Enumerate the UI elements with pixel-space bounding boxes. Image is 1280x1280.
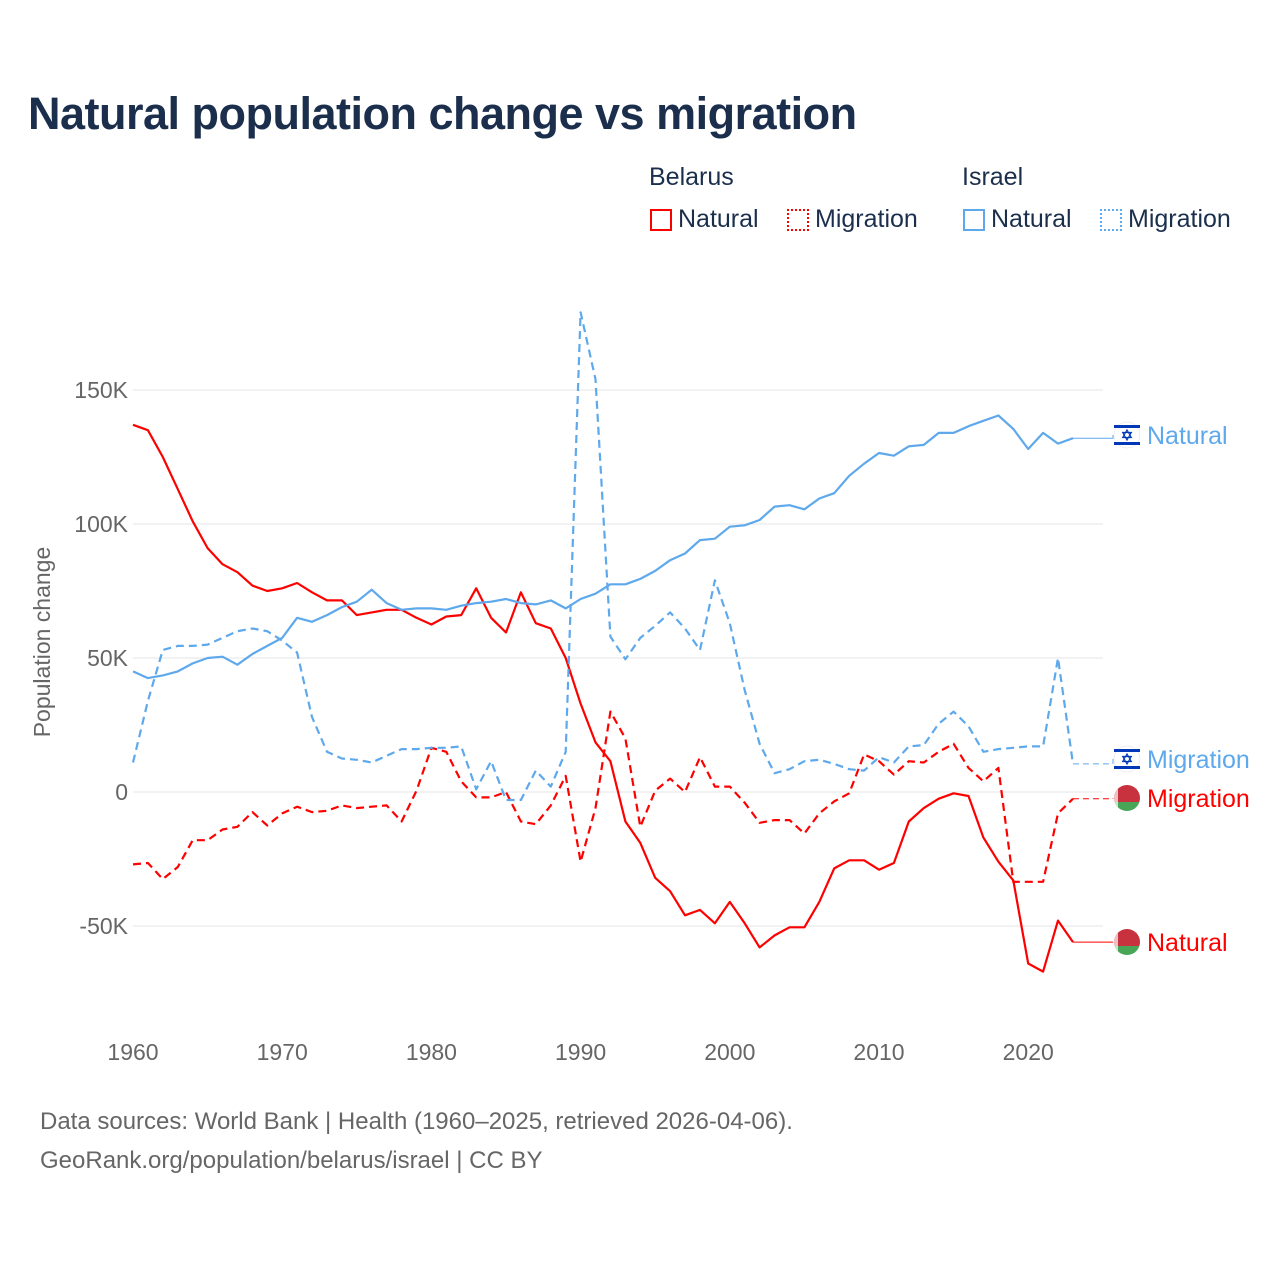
x-tick-label: 2020 xyxy=(1003,1039,1054,1065)
y-axis-label: Population change xyxy=(29,547,55,738)
footer-credit: GeoRank.org/population/belarus/israel | … xyxy=(40,1147,543,1174)
legend-belarus-natural[interactable]: Natural xyxy=(650,205,759,234)
flag-green xyxy=(1114,946,1140,955)
legend-label: Migration xyxy=(1128,205,1231,233)
legend-label: Migration xyxy=(815,205,918,233)
belarus-flag-icon xyxy=(1114,785,1140,811)
israel-flag-icon xyxy=(1113,421,1141,449)
x-tick-label: 2000 xyxy=(704,1039,755,1065)
legend-label: Natural xyxy=(678,205,759,233)
star-of-david-icon xyxy=(1121,752,1133,766)
y-tick-label: -50K xyxy=(79,913,128,939)
flag-stripe xyxy=(1114,442,1140,445)
y-tick-label: 50K xyxy=(87,645,129,671)
end-label: Natural xyxy=(1147,929,1228,957)
legend-group-israel: Israel xyxy=(962,163,1024,191)
y-tick-label: 150K xyxy=(74,377,128,403)
legend-label: Natural xyxy=(991,205,1072,233)
y-tick-label: 0 xyxy=(115,779,128,805)
leader-line xyxy=(1072,434,1114,439)
leader-line xyxy=(1072,797,1114,800)
end-label: Natural xyxy=(1147,422,1228,450)
series-line-israel-migration xyxy=(131,311,1075,802)
flag-ornament xyxy=(1114,785,1118,811)
series-line-belarus-natural xyxy=(132,423,1074,973)
legend-group-belarus: Belarus xyxy=(649,163,734,191)
x-tick-label: 1970 xyxy=(257,1039,308,1065)
flag-red xyxy=(1114,929,1140,946)
x-tick-label: 1990 xyxy=(555,1039,606,1065)
x-tick-label: 1960 xyxy=(107,1039,158,1065)
flag-green xyxy=(1114,802,1140,811)
legend-israel-natural[interactable]: Natural xyxy=(963,205,1072,234)
chart-title: Natural population change vs migration xyxy=(28,88,857,139)
flag-bg xyxy=(1113,745,1141,773)
legend-swatch xyxy=(650,208,672,231)
x-tick-label: 1980 xyxy=(406,1039,457,1065)
israel-flag-icon xyxy=(1113,745,1141,773)
series-line-belarus-migration xyxy=(132,710,1074,883)
x-tick-label: 2010 xyxy=(853,1039,904,1065)
belarus-flag-icon xyxy=(1114,929,1140,955)
flag-stripe xyxy=(1114,425,1140,428)
legend-swatch xyxy=(1100,208,1122,231)
leader-line xyxy=(1072,758,1114,765)
flag-ornament xyxy=(1114,929,1118,955)
flag-bg xyxy=(1113,421,1141,449)
flag-stripe xyxy=(1114,766,1140,769)
legend-swatch xyxy=(963,208,985,231)
flag-red xyxy=(1114,785,1140,802)
star-of-david-icon xyxy=(1121,428,1133,442)
y-tick-label: 100K xyxy=(74,511,128,537)
legend-israel-migration[interactable]: Migration xyxy=(1100,205,1231,234)
series-line-israel-natural xyxy=(132,414,1074,680)
legend-belarus-migration[interactable]: Migration xyxy=(787,205,918,234)
footer-sources: Data sources: World Bank | Health (1960–… xyxy=(40,1108,793,1135)
flag-stripe xyxy=(1114,749,1140,752)
end-label: Migration xyxy=(1147,746,1250,774)
legend-swatch xyxy=(787,208,809,231)
end-label: Migration xyxy=(1147,785,1250,813)
